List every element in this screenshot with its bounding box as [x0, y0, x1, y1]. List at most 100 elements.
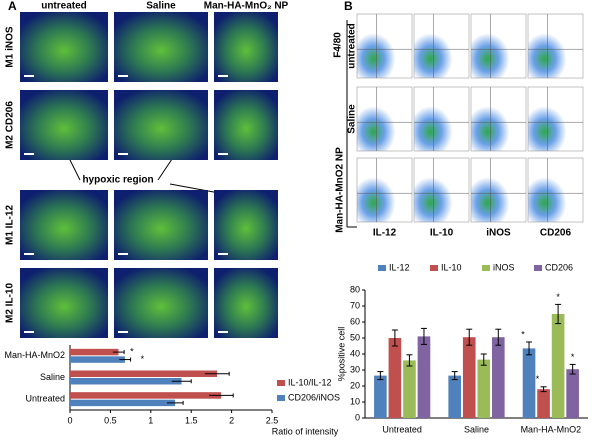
bar [374, 375, 387, 418]
row-label: untreated [347, 23, 358, 69]
micrograph [214, 12, 278, 82]
significance: * [536, 374, 540, 384]
flow-plot [413, 86, 470, 152]
micrograph [214, 90, 278, 160]
y-tick-label: 50 [350, 332, 360, 342]
micrograph [114, 268, 208, 338]
bar [70, 399, 176, 407]
flow-plot [413, 157, 470, 223]
column-label: IL-10 [430, 228, 454, 239]
significance: * [141, 354, 145, 364]
flow-plot [356, 157, 413, 223]
y-tick-label: 20 [350, 380, 360, 390]
y-tick-label: Saline [40, 372, 65, 382]
bar [491, 337, 505, 418]
row-label: M1 IL-12 [5, 205, 16, 245]
micrograph [114, 12, 208, 82]
bar [537, 389, 550, 418]
column-header: Man-HA-MnO₂ NP [204, 1, 289, 12]
micrograph [20, 268, 108, 338]
x-tick-label: 2.5 [266, 415, 279, 425]
flow-plot [356, 86, 413, 152]
panel-label: B [344, 0, 353, 13]
legend-label: iNOS [493, 262, 515, 272]
bar [448, 375, 462, 418]
significance: * [521, 329, 525, 339]
flow-plot [356, 13, 413, 79]
y-tick-label: 10 [350, 396, 360, 406]
significance: * [130, 346, 134, 356]
flow-plot [413, 13, 470, 79]
legend-label: IL-10 [441, 262, 462, 272]
legend-label: CD206/iNOS [288, 392, 340, 402]
column-label: IL-12 [373, 228, 397, 239]
micrograph [114, 90, 208, 160]
row-label: M2 CD206 [5, 101, 16, 149]
flow-plot [527, 13, 584, 79]
bar [477, 359, 491, 418]
legend-swatch [482, 265, 490, 271]
significance: * [571, 352, 575, 362]
y-tick-label: 40 [350, 348, 360, 358]
legend-swatch [430, 265, 438, 271]
bar [522, 348, 536, 418]
column-header: untreated [41, 1, 87, 12]
y-tick-label: Untreated [25, 394, 65, 404]
legend-swatch [378, 265, 386, 271]
row-label: Man-HA-MnO2 NP [335, 147, 346, 233]
bar [70, 348, 119, 356]
row-label: M1 iNOS [5, 26, 16, 67]
micrograph [214, 268, 278, 338]
panel-label: A [8, 0, 17, 13]
y-tick-label: 80 [350, 284, 360, 294]
bar [403, 360, 416, 418]
bar [70, 392, 222, 399]
x-tick-label: 1.5 [185, 415, 198, 425]
x-tick-label: Man-HA-MnO2 [521, 424, 582, 434]
micrograph [20, 12, 108, 82]
legend-label: IL-10/IL-12 [288, 377, 332, 387]
x-tick-label: Untreated [382, 424, 422, 434]
significance: * [556, 292, 560, 302]
axis-label: F4/80 [333, 32, 344, 58]
legend-label: IL-12 [389, 262, 410, 272]
x-tick-label: Saline [464, 424, 489, 434]
flow-plot [527, 157, 584, 223]
y-tick-label: 30 [350, 364, 360, 374]
flow-plot [470, 13, 527, 79]
bar [462, 337, 476, 418]
bar [70, 377, 182, 385]
row-label: M2 IL-10 [5, 283, 16, 323]
flow-plot [470, 86, 527, 152]
bar [417, 336, 431, 418]
y-tick-label: 70 [350, 300, 360, 310]
row-label: Saline [347, 104, 358, 134]
axis-arrows [346, 20, 357, 228]
y-axis-label: %positive cell [336, 327, 346, 382]
legend-label: CD206 [545, 262, 573, 272]
bar [70, 356, 125, 363]
micrograph [20, 190, 108, 260]
annotation: hypoxic region [82, 175, 153, 186]
flow-plot [527, 86, 584, 152]
bar [551, 314, 565, 418]
legend-swatch [277, 380, 285, 386]
legend-swatch [277, 395, 285, 401]
micrograph [214, 190, 278, 260]
x-tick-label: 2 [229, 415, 234, 425]
flow-plot [470, 157, 527, 223]
x-tick-label: 0 [67, 415, 72, 425]
bar [388, 338, 402, 418]
x-tick-label: 1 [148, 415, 153, 425]
column-label: CD206 [540, 228, 572, 239]
micrograph [20, 90, 108, 160]
bar [566, 369, 579, 418]
x-tick-label: 0.5 [104, 415, 117, 425]
legend-swatch [534, 265, 542, 271]
column-header: Saline [146, 1, 176, 12]
micrograph [114, 190, 208, 260]
y-tick-label: 60 [350, 316, 360, 326]
bar [70, 370, 218, 378]
x-axis-label: Ratio of intensity [272, 426, 339, 436]
